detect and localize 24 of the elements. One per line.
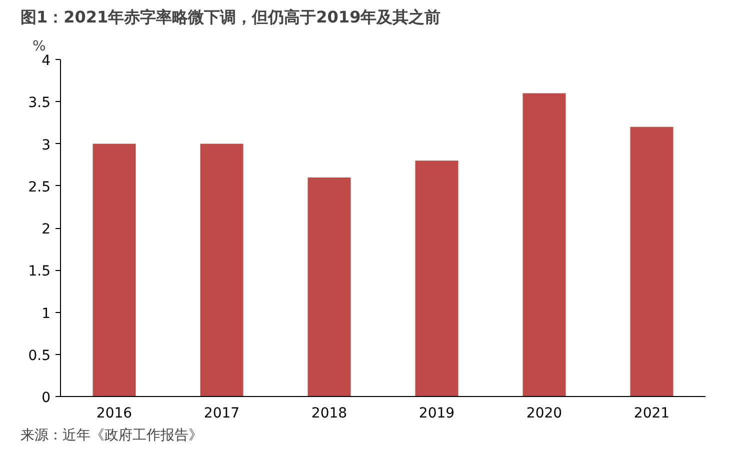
bar <box>522 93 566 396</box>
x-tick-label: 2019 <box>418 406 455 422</box>
y-axis-title: % <box>32 38 46 54</box>
y-tick-label: 4 <box>42 53 51 69</box>
bar <box>415 160 458 396</box>
x-tick-label: 2017 <box>204 406 240 422</box>
x-tick-label: 2020 <box>526 406 562 422</box>
y-tick-label: 1.5 <box>28 264 50 280</box>
bar <box>92 144 136 396</box>
y-tick-label: 3.5 <box>28 95 50 112</box>
y-tick-label: 3 <box>42 137 51 154</box>
x-tick-label: 2018 <box>311 406 348 422</box>
y-tick-label: 2 <box>42 222 51 238</box>
y-tick-label: 1 <box>42 306 51 322</box>
x-tick-label: 2016 <box>96 406 132 422</box>
bar <box>200 144 244 396</box>
source-note: 来源：近年《政府工作报告》 <box>20 428 202 444</box>
y-tick-label: 0.5 <box>28 348 50 364</box>
x-tick-label: 2021 <box>634 406 670 422</box>
bar <box>308 177 351 396</box>
chart-title: 图1：2021年赤字率略微下调，但仍高于2019年及其之前 <box>20 8 441 26</box>
y-tick-label: 2.5 <box>28 179 50 196</box>
bar <box>630 126 674 396</box>
y-tick-label: 0 <box>42 390 51 406</box>
